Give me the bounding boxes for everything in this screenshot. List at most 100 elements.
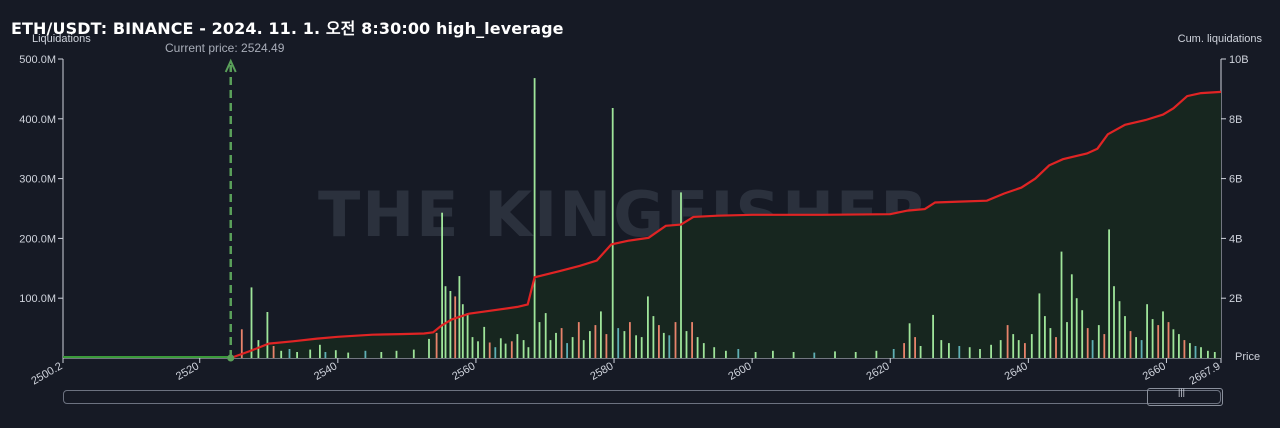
liquidation-bar bbox=[919, 346, 922, 358]
x-tick-label: 2640 bbox=[1003, 360, 1030, 383]
liquidation-bar bbox=[754, 352, 757, 358]
liquidation-bar bbox=[1113, 286, 1115, 358]
chart-title: ETH/USDT: BINANCE - 2024. 11. 1. 오전 8:30… bbox=[11, 19, 564, 38]
liquidation-bar bbox=[483, 326, 486, 358]
range-scrollbar[interactable] bbox=[63, 390, 1221, 404]
liquidation-bar bbox=[617, 328, 620, 358]
liquidation-bar bbox=[288, 349, 291, 358]
liquidation-bar bbox=[461, 304, 464, 358]
y-tick-label: 100.0M bbox=[19, 293, 56, 305]
liquidation-bar bbox=[647, 296, 649, 358]
liquidation-bar bbox=[538, 322, 541, 358]
liquidation-bar bbox=[533, 78, 536, 358]
cumulative-area bbox=[63, 91, 1221, 359]
liquidation-bar bbox=[280, 350, 283, 358]
y-tick-label: 400.0M bbox=[19, 114, 56, 126]
liquidation-bar bbox=[449, 291, 452, 358]
liquidation-bar bbox=[510, 341, 513, 358]
liquidation-bar bbox=[1066, 322, 1068, 358]
liquidation-bar bbox=[696, 337, 699, 358]
liquidation-bar bbox=[296, 352, 298, 358]
liquidation-bar bbox=[772, 350, 774, 358]
y-axis-label-right: Cum. liquidations bbox=[1177, 33, 1262, 45]
liquidation-bar bbox=[932, 314, 934, 358]
liquidation-bar bbox=[662, 332, 665, 358]
liquidation-bar bbox=[1070, 274, 1073, 358]
liquidation-bar bbox=[522, 340, 525, 358]
liquidation-bar bbox=[680, 192, 682, 358]
liquidation-bar bbox=[892, 349, 895, 358]
liquidation-bar bbox=[324, 352, 327, 358]
liquidation-bar bbox=[582, 340, 585, 358]
liquidation-bar bbox=[979, 349, 981, 358]
y-axis-label-left: Liquidations bbox=[32, 33, 91, 45]
liquidation-bar bbox=[577, 322, 580, 358]
liquidation-bar bbox=[1055, 337, 1057, 358]
liquidation-bar bbox=[691, 322, 693, 358]
liquidation-bar bbox=[1207, 350, 1209, 358]
liquidation-bar bbox=[1081, 310, 1084, 358]
liquidation-bar bbox=[623, 331, 626, 358]
liquidation-bar bbox=[441, 212, 443, 358]
liquidation-bar bbox=[594, 325, 597, 358]
x-tick-label: 2500.2 bbox=[29, 360, 64, 387]
liquidation-bar bbox=[635, 335, 637, 358]
liquidation-bar bbox=[1091, 340, 1094, 358]
liquidation-bar bbox=[658, 325, 660, 358]
liquidation-bar bbox=[1006, 325, 1009, 358]
liquidation-bar bbox=[1167, 322, 1170, 358]
liquidation-bar bbox=[589, 331, 591, 358]
y-tick-label: 500.0M bbox=[19, 54, 56, 66]
liquidation-bar bbox=[1140, 340, 1143, 358]
x-tick-label: 2667.9 bbox=[1187, 360, 1222, 387]
liquidation-bar bbox=[428, 338, 430, 358]
liquidation-bar bbox=[266, 312, 269, 358]
liquidation-bar bbox=[412, 349, 415, 358]
liquidation-bar bbox=[702, 343, 705, 358]
liquidation-bar bbox=[1075, 298, 1078, 358]
cumulative-line-layer bbox=[63, 90, 1222, 360]
liquidation-bar bbox=[875, 350, 878, 358]
grip-icon[interactable]: ||| bbox=[1178, 387, 1186, 397]
liquidation-bar bbox=[488, 342, 491, 358]
x-tick-label: 2520 bbox=[174, 360, 201, 383]
liquidation-bar bbox=[1172, 329, 1175, 358]
cumulative-area-layer bbox=[63, 91, 1221, 359]
liquidation-bar bbox=[466, 313, 469, 358]
liquidation-bar bbox=[364, 350, 367, 358]
range-scrollbar-handle[interactable]: ||| bbox=[1147, 387, 1223, 406]
liquidation-bar bbox=[571, 337, 574, 358]
x-tick-label: 2600 bbox=[726, 360, 753, 383]
liquidation-bar bbox=[1135, 337, 1137, 358]
liquidation-bar bbox=[1024, 343, 1026, 358]
liquidation-bar bbox=[737, 349, 740, 358]
liquidation-bar bbox=[999, 340, 1002, 358]
liquidation-bar bbox=[958, 346, 961, 358]
liquidation-bar bbox=[1103, 334, 1106, 358]
arrow-up-icon bbox=[224, 58, 237, 73]
liquidation-bar bbox=[1200, 347, 1202, 358]
liquidation-bar bbox=[240, 329, 243, 358]
liquidation-bar bbox=[713, 347, 716, 358]
liquidation-bar bbox=[1146, 304, 1148, 358]
liquidation-bar bbox=[1030, 334, 1033, 358]
y2-tick-label: 4B bbox=[1229, 233, 1242, 245]
liquidation-bar bbox=[914, 337, 916, 358]
liquidation-bar bbox=[435, 332, 438, 358]
liquidation-bar bbox=[968, 347, 971, 358]
liquidation-bar bbox=[629, 322, 631, 358]
liquidation-bar bbox=[549, 340, 552, 358]
liquidation-bar bbox=[334, 350, 337, 358]
liquidation-bar bbox=[813, 352, 816, 358]
y-tick-label: 300.0M bbox=[19, 174, 56, 186]
liquidation-bar bbox=[471, 337, 474, 358]
y2-tick-label: 8B bbox=[1229, 114, 1242, 126]
liquidation-bar bbox=[555, 332, 557, 358]
liquidation-bar bbox=[1017, 340, 1020, 358]
liquidation-bar bbox=[725, 350, 727, 358]
liquidation-bar bbox=[1118, 301, 1121, 358]
liquidation-bar bbox=[272, 346, 275, 358]
liquidation-bar bbox=[1044, 316, 1046, 358]
liquidation-bar bbox=[1194, 346, 1197, 358]
